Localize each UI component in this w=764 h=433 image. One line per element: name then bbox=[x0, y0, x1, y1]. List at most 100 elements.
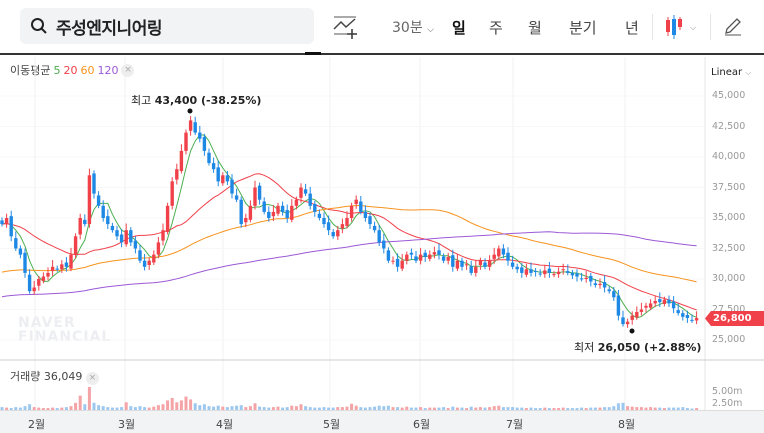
month-label: 5월 bbox=[323, 418, 341, 431]
candle-body bbox=[497, 248, 501, 257]
volume-bar bbox=[501, 407, 505, 410]
volume-bar bbox=[244, 407, 248, 410]
candle-body bbox=[405, 254, 409, 261]
candle-body bbox=[349, 205, 354, 218]
chevron-down-icon: ⌵ bbox=[745, 68, 752, 77]
chevron-down-icon: ⌵ bbox=[427, 25, 434, 35]
volume-bar bbox=[465, 408, 469, 410]
candle-body bbox=[579, 278, 584, 280]
volume-bar bbox=[520, 407, 524, 410]
candle-body bbox=[441, 256, 446, 261]
candle-body bbox=[225, 175, 230, 182]
stock-search[interactable]: 주성엔지니어링 bbox=[20, 8, 314, 44]
volume-bar bbox=[97, 405, 101, 410]
volume-bar bbox=[391, 407, 395, 410]
high-annotation: 최고 43,400 (-38.25%) bbox=[131, 92, 261, 108]
tab-month[interactable]: 월 bbox=[528, 19, 542, 37]
candle-body bbox=[478, 260, 483, 265]
tab-day[interactable]: 일 bbox=[452, 19, 466, 37]
tab-quarter[interactable]: 분기 bbox=[569, 19, 597, 37]
candle-body bbox=[621, 317, 625, 325]
volume-bar bbox=[202, 404, 206, 410]
candle-body bbox=[313, 203, 317, 212]
volume-bar bbox=[110, 407, 114, 410]
candle-body bbox=[492, 254, 496, 259]
tab-week[interactable]: 주 bbox=[489, 19, 503, 37]
scale-mode-dropdown[interactable]: Linear ⌵ bbox=[711, 67, 751, 78]
candle-body bbox=[60, 264, 64, 270]
candle-body bbox=[262, 201, 266, 212]
candle-body bbox=[299, 187, 303, 198]
volume-bar bbox=[511, 407, 515, 410]
price-tick: 32,500 bbox=[712, 242, 746, 254]
tab-year[interactable]: 년 bbox=[625, 19, 639, 37]
volume-bar bbox=[336, 407, 340, 410]
volume-tick: 5.00m bbox=[712, 386, 743, 397]
candle-body bbox=[428, 254, 432, 259]
candle-body bbox=[285, 210, 289, 218]
volume-bar bbox=[593, 407, 597, 410]
volume-bar bbox=[262, 407, 266, 410]
volume-bar bbox=[474, 407, 478, 410]
candle-body bbox=[50, 266, 55, 272]
volume-bar bbox=[662, 408, 666, 410]
add-indicator-icon[interactable] bbox=[333, 15, 359, 41]
candle-body bbox=[671, 301, 676, 309]
volume-bar bbox=[115, 407, 119, 410]
price-tick: 25,000 bbox=[712, 334, 746, 345]
candlestick-type-icon[interactable]: ⌵ bbox=[664, 14, 700, 40]
candle-body bbox=[667, 299, 671, 304]
volume-bar bbox=[630, 406, 634, 410]
candle-body bbox=[607, 289, 611, 292]
divider bbox=[652, 14, 653, 40]
candle-body bbox=[345, 218, 349, 226]
volume-bar bbox=[55, 408, 59, 410]
volume-bar bbox=[0, 407, 4, 410]
close-icon[interactable]: × bbox=[85, 372, 99, 385]
volume-bar bbox=[308, 407, 312, 410]
candle-body bbox=[69, 254, 73, 269]
candle-body bbox=[451, 255, 455, 267]
volume-bar bbox=[106, 407, 110, 410]
volume-bar bbox=[193, 403, 197, 410]
volume-bar bbox=[547, 408, 551, 410]
volume-bar bbox=[603, 407, 607, 410]
volume-bar bbox=[156, 405, 160, 410]
volume-bar bbox=[437, 407, 441, 410]
candle-body bbox=[363, 211, 368, 218]
candle-body bbox=[188, 120, 193, 131]
candle-body bbox=[41, 276, 46, 281]
volume-bar bbox=[152, 406, 156, 410]
volume-bar bbox=[506, 407, 510, 410]
volume-bar bbox=[561, 407, 565, 410]
volume-bar bbox=[676, 407, 680, 410]
volume-bar bbox=[368, 407, 372, 410]
price-tick: 30,000 bbox=[712, 273, 746, 284]
volume-bar bbox=[322, 407, 326, 410]
volume-bar bbox=[616, 403, 620, 410]
volume-bar bbox=[405, 406, 409, 410]
pencil-icon[interactable] bbox=[723, 17, 743, 37]
interval-dropdown[interactable]: 30분 ⌵ bbox=[392, 17, 434, 37]
candle-body bbox=[359, 201, 363, 212]
volume-bar bbox=[78, 395, 82, 410]
volume-bar bbox=[598, 407, 602, 410]
candle-body bbox=[538, 273, 542, 275]
candle-body bbox=[676, 310, 680, 314]
volume-bar bbox=[92, 402, 96, 410]
volume-bar bbox=[299, 404, 303, 410]
month-label: 8월 bbox=[618, 418, 636, 431]
candle-body bbox=[635, 311, 639, 318]
candle-body bbox=[653, 300, 657, 304]
volume-bar bbox=[87, 386, 91, 410]
volume-bar bbox=[258, 406, 262, 410]
candle-body bbox=[156, 242, 161, 255]
time-axis[interactable]: 2월 3월 4월 5월 6월 7월 8월 bbox=[0, 410, 764, 433]
candle-body bbox=[395, 258, 400, 267]
ma-60: 60 bbox=[80, 63, 95, 77]
candle-body bbox=[487, 260, 492, 267]
volume-bar bbox=[23, 406, 27, 410]
ma-5: 5 bbox=[53, 63, 61, 77]
candle-body bbox=[612, 291, 616, 298]
